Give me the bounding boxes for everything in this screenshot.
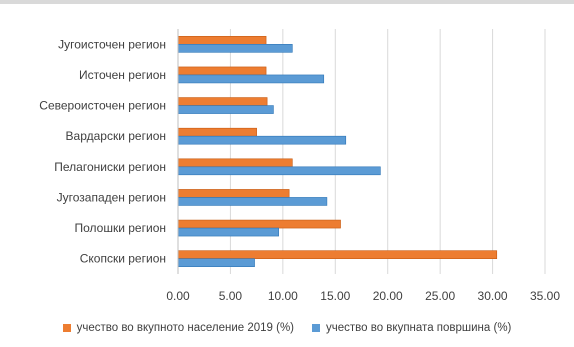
- legend-swatch-area: [312, 324, 321, 332]
- bar-population-6: [177, 219, 341, 229]
- legend-item-area: учество во вкупната површина (%): [312, 322, 511, 334]
- x-tick-label-1: 5.00: [219, 289, 243, 303]
- category-label-1: Источен регион: [79, 68, 166, 82]
- bar-area-4: [177, 166, 381, 176]
- bar-area-3: [177, 135, 347, 145]
- bar-area-0: [177, 44, 293, 53]
- bar-area-7: [177, 258, 255, 267]
- bar-population-5: [177, 189, 290, 198]
- x-tick-label-2: 10.00: [268, 289, 298, 303]
- x-tick-label-6: 30.00: [478, 289, 508, 303]
- category-label-4: Пелагониски регион: [54, 160, 166, 174]
- bar-area-2: [177, 105, 274, 114]
- category-label-5: Југозападен регион: [57, 190, 166, 204]
- bar-population-0: [177, 36, 267, 45]
- x-tick-label-5: 25.00: [425, 289, 455, 303]
- legend-label-area: учество во вкупната површина (%): [326, 322, 512, 334]
- bar-population-4: [177, 158, 293, 168]
- x-tick-label-4: 20.00: [373, 289, 403, 303]
- bar-area-6: [177, 227, 279, 237]
- category-label-0: Југоисточен регион: [58, 37, 166, 51]
- bar-population-7: [177, 250, 498, 259]
- category-label-2: Североисточен регион: [39, 99, 166, 113]
- top-border: [0, 0, 574, 4]
- legend: учество во вкупното население 2019 (%) у…: [0, 318, 574, 338]
- bar-area-1: [177, 74, 325, 84]
- bar-population-3: [177, 127, 257, 137]
- bar-population-2: [177, 97, 268, 106]
- legend-item-population: учество во вкупното население 2019 (%): [62, 322, 295, 334]
- legend-swatch-population: [62, 324, 71, 332]
- category-label-7: Скопски регион: [80, 252, 166, 266]
- legend-label-population: учество во вкупното население 2019 (%): [76, 322, 295, 334]
- bar-area-5: [177, 197, 328, 206]
- category-label-3: Вардарски регион: [66, 129, 166, 143]
- x-tick-label-0: 0.00: [166, 289, 190, 303]
- x-tick-label-3: 15.00: [320, 289, 350, 303]
- x-tick-label-7: 35.00: [530, 289, 560, 303]
- bar-population-1: [177, 66, 267, 76]
- category-label-6: Полошки регион: [75, 221, 167, 235]
